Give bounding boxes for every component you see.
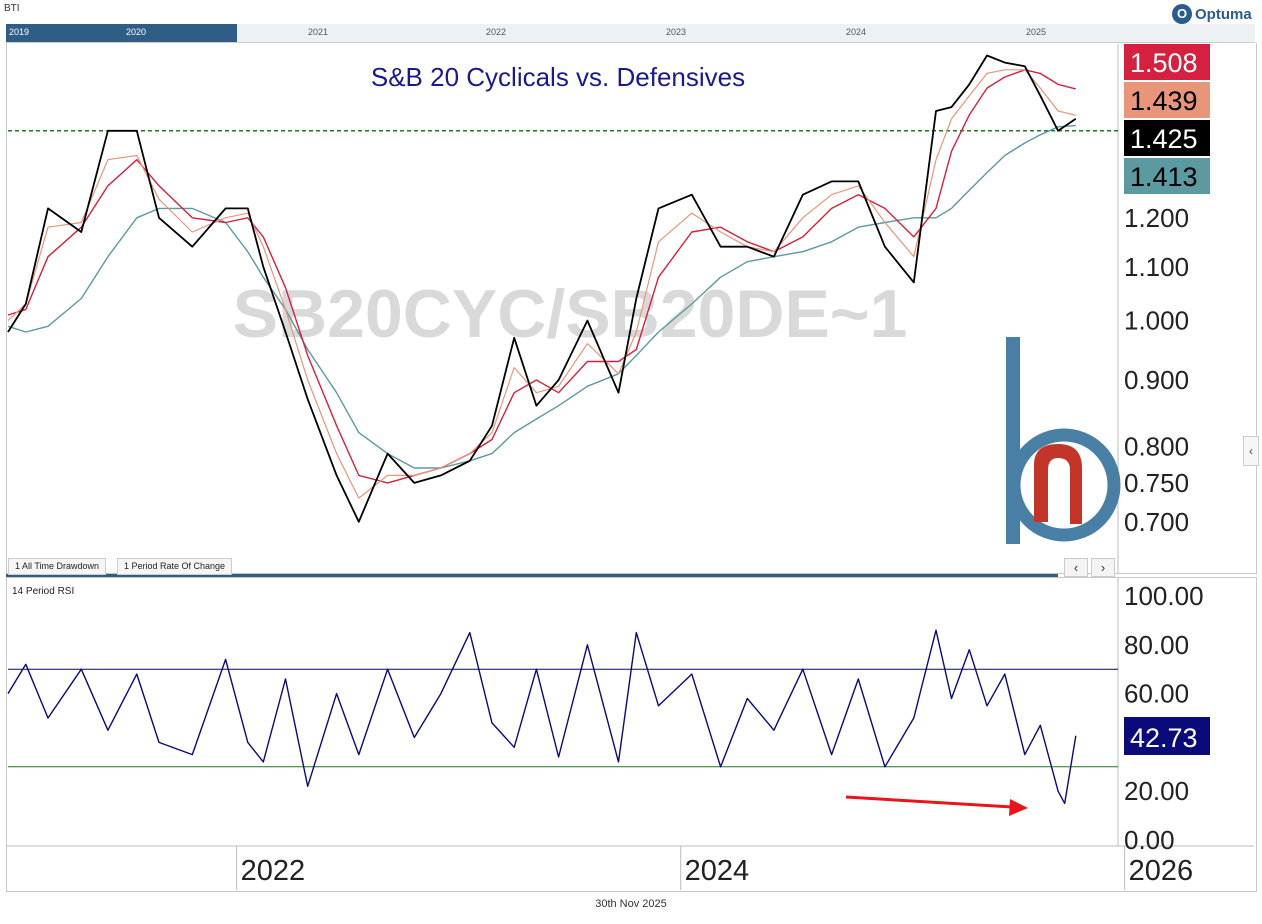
optuma-logo-icon: O bbox=[1172, 4, 1192, 24]
chart-title: S&B 20 Cyclicals vs. Defensives bbox=[371, 62, 745, 92]
rsi-tick-label: 60.00 bbox=[1124, 679, 1189, 709]
side-panel-handle-icon[interactable]: ‹ bbox=[1243, 436, 1259, 466]
navigator-year: 2023 bbox=[666, 27, 687, 37]
last-value-box bbox=[1124, 82, 1210, 118]
price-tick-label: 0.700 bbox=[1124, 507, 1189, 537]
time-navigator[interactable]: 2019 2020 2021 2022 2023 2024 2025 bbox=[6, 24, 1255, 43]
rsi-tick-label: 100.00 bbox=[1124, 581, 1204, 611]
navigator-year: 2020 bbox=[126, 27, 147, 37]
price-tick-label: 0.900 bbox=[1124, 365, 1189, 395]
time-tick-label: 2026 bbox=[1129, 855, 1194, 887]
tab-all-time-drawdown[interactable]: 1 All Time Drawdown bbox=[8, 558, 107, 575]
divergence-arrow-line bbox=[845, 795, 1013, 809]
mid-ma-line bbox=[7, 69, 1076, 484]
navigator-selection[interactable] bbox=[6, 24, 237, 42]
footer-date: 30th Nov 2025 bbox=[595, 898, 667, 910]
last-value-box bbox=[1124, 158, 1210, 194]
navigator-year: 2025 bbox=[1026, 27, 1047, 37]
navigator-year: 2021 bbox=[308, 27, 329, 37]
last-value-label: 1.439 bbox=[1130, 86, 1198, 116]
optuma-logo: O Optuma bbox=[1172, 2, 1258, 26]
price-tick-label: 0.800 bbox=[1124, 431, 1189, 461]
rsi-tick-label: 0.00 bbox=[1124, 825, 1175, 855]
rsi-panel-title: 14 Period RSI bbox=[12, 586, 74, 597]
last-value-box bbox=[1124, 44, 1210, 80]
logo-letter bbox=[1034, 444, 1082, 524]
rsi-tick-label: 20.00 bbox=[1124, 776, 1189, 806]
navigator-year: 2019 bbox=[9, 27, 30, 37]
rsi-tick-label: 80.00 bbox=[1124, 630, 1189, 660]
brand-logo bbox=[1006, 337, 1121, 544]
tab-rate-of-change[interactable]: 1 Period Rate Of Change bbox=[117, 558, 233, 575]
last-value-label: 1.508 bbox=[1130, 48, 1198, 78]
rsi-panel-frame bbox=[6, 577, 1257, 892]
fast-ma-line bbox=[7, 69, 1076, 499]
scroll-right-button[interactable]: › bbox=[1091, 558, 1115, 577]
time-tick-label: 2024 bbox=[685, 855, 750, 887]
price-series-line bbox=[7, 54, 1077, 523]
ticker-label: BTI bbox=[4, 3, 20, 14]
optuma-logo-text: Optuma bbox=[1195, 5, 1252, 23]
slow-ma-line bbox=[7, 124, 1076, 469]
rsi-last-value-label: 42.73 bbox=[1130, 723, 1198, 753]
price-tick-label: 1.200 bbox=[1124, 203, 1189, 233]
divergence-arrow-head bbox=[1009, 799, 1028, 816]
navigator-year: 2022 bbox=[486, 27, 507, 37]
price-panel-frame bbox=[6, 43, 1257, 574]
scroll-left-button[interactable]: ‹ bbox=[1064, 558, 1088, 577]
last-value-label: 1.413 bbox=[1130, 162, 1198, 192]
time-tick-label: 2022 bbox=[241, 855, 306, 887]
logo-bowl bbox=[1007, 428, 1121, 542]
price-tick-label: 0.750 bbox=[1124, 468, 1189, 498]
navigator-year: 2024 bbox=[846, 27, 867, 37]
chart-watermark: SB20CYC/SB20DE~1 bbox=[233, 276, 908, 352]
price-tick-label: 1.000 bbox=[1124, 306, 1189, 336]
rsi-series-line bbox=[7, 629, 1077, 805]
rsi-last-value-box bbox=[1124, 717, 1210, 755]
panel-divider[interactable] bbox=[6, 574, 1058, 577]
last-value-box bbox=[1124, 120, 1210, 156]
price-tick-label: 1.100 bbox=[1124, 252, 1189, 282]
last-value-label: 1.425 bbox=[1130, 124, 1198, 154]
